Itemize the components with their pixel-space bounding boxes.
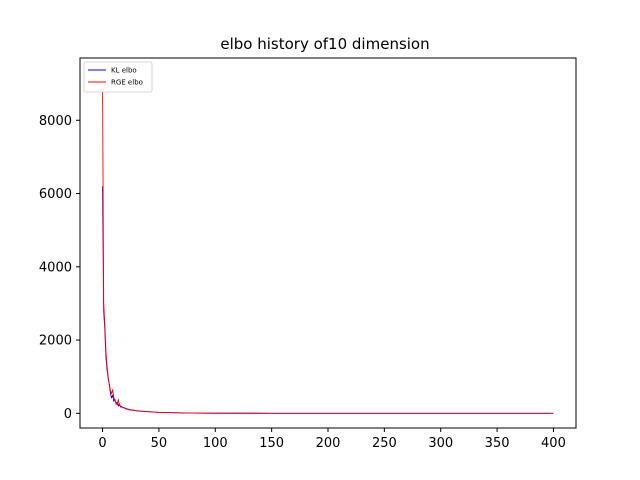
x-tick-label: 200 <box>316 436 341 451</box>
y-tick-label: 6000 <box>39 187 72 202</box>
x-tick-label: 400 <box>541 436 566 451</box>
series-line-kl-elbo <box>102 186 554 414</box>
series-layer <box>102 79 554 414</box>
x-tick-label: 250 <box>372 436 397 451</box>
x-tick-label: 150 <box>259 436 284 451</box>
chart-title: elbo history of10 dimension <box>220 35 429 53</box>
x-tick-label: 50 <box>151 436 168 451</box>
y-tick-label: 8000 <box>39 114 72 129</box>
x-axis: 0 50 100 150 200 250 300 350 400 <box>98 428 566 451</box>
series-line-rge-elbo <box>102 79 554 414</box>
legend-label: RGE elbo <box>111 79 143 87</box>
y-tick-label: 2000 <box>39 334 72 349</box>
x-tick-label: 0 <box>98 436 106 451</box>
plot-area-frame <box>79 57 577 429</box>
y-axis: 0 2000 4000 6000 8000 <box>39 114 80 422</box>
legend: KL elbo RGE elbo <box>83 61 153 93</box>
legend-label: KL elbo <box>111 67 137 75</box>
y-tick-label: 4000 <box>39 260 72 275</box>
x-tick-label: 100 <box>203 436 228 451</box>
x-tick-label: 350 <box>485 436 510 451</box>
x-tick-label: 300 <box>428 436 453 451</box>
y-tick-label: 0 <box>64 407 72 422</box>
